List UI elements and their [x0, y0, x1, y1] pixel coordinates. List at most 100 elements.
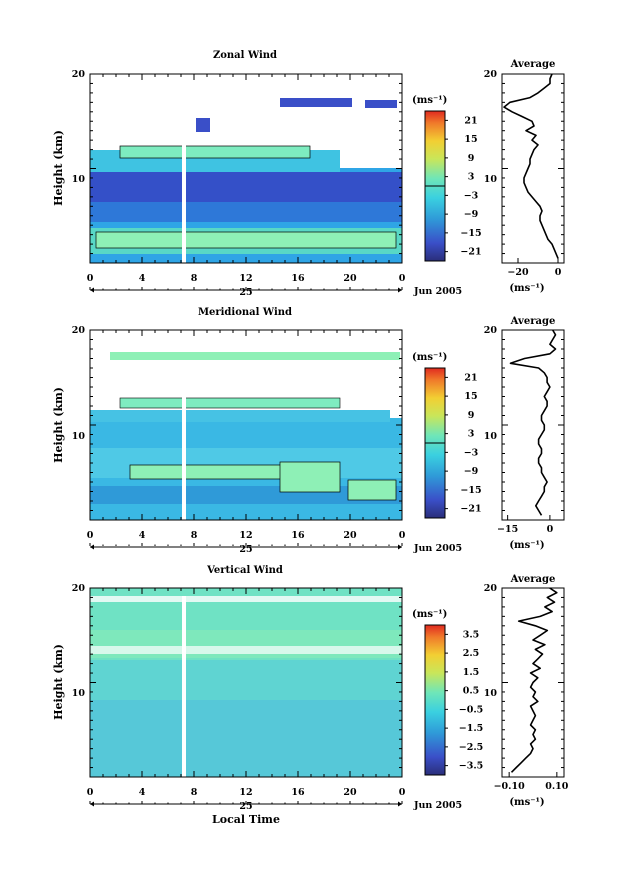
meridional-contour-right	[347, 479, 397, 501]
date-axis-arrow	[90, 287, 94, 293]
vertical-xtick-label: 4	[139, 787, 146, 798]
vertical-profile-title: Average	[510, 574, 556, 585]
meridional-colorbar-unit: (ms⁻¹)	[412, 352, 447, 363]
vertical-profile: Average 20 10 (ms⁻¹)	[484, 574, 565, 808]
zonal-colorbar-tick-label: 15	[464, 134, 477, 145]
vertical-colorbar-tick-label: −3.5	[459, 761, 484, 772]
zonal-colorbar: (ms⁻¹)	[412, 95, 447, 262]
vertical-profile-line	[510, 587, 558, 773]
zonal-date-label: Jun 2005	[413, 286, 462, 297]
vertical-xtick-label: 0	[399, 787, 406, 798]
vertical-band-near-surface	[90, 700, 402, 777]
meridional-colorbar-tick-label: 3	[468, 429, 475, 440]
zonal-colorbar-tick-label: −21	[460, 247, 481, 258]
zonal-data-gap	[182, 130, 186, 263]
vertical-xtick-label: 8	[191, 787, 198, 798]
meridional-xtick-label: 0	[87, 530, 94, 541]
meridional-ytick-label: 20	[72, 325, 86, 336]
zonal-colorbar-tick-label: −15	[460, 228, 481, 239]
zonal-day-label: 25	[239, 287, 252, 298]
meridional-colorbar-tick-label: −21	[460, 504, 481, 515]
meridional-colorbar: (ms⁻¹)	[412, 352, 447, 519]
meridional-date-label: Jun 2005	[413, 543, 462, 554]
vertical-day-label: 25	[239, 801, 252, 812]
generated-chart-marks: 21 15 9 3 −3 −9 −15 −21 −20 0 21 15 9 3 −3 −9 −15 −21 −15 0…	[89, 73, 569, 807]
panel-vertical-wind: Vertical Wind 20 10 Height (km) 0 4 8 12…	[52, 565, 565, 826]
vertical-colorbar-tick-label: −0.5	[459, 704, 484, 715]
meridional-upper-strip	[110, 352, 400, 360]
vertical-colorbar-tick-label: −1.5	[459, 723, 484, 734]
zonal-xtick-label: 12	[239, 273, 252, 284]
meridional-xtick-label: 16	[291, 530, 305, 541]
meridional-contour-upper	[119, 397, 341, 409]
zonal-colorbar-tick-label: 9	[468, 153, 475, 164]
vertical-data-gap	[182, 596, 186, 777]
vertical-xtick-label: 20	[343, 787, 357, 798]
vertical-y-label: Height (km)	[52, 644, 65, 720]
zonal-profile-ytick: 10	[484, 174, 498, 185]
meridional-profile-title: Average	[510, 316, 556, 327]
panel-zonal-wind: Zonal Wind 20 10 Height (km) 0 4 8 12	[52, 50, 565, 298]
vertical-profile-ytick: 20	[484, 583, 498, 594]
meridional-y-label: Height (km)	[52, 387, 65, 463]
meridional-colorbar-tick-label: −15	[460, 485, 481, 496]
date-axis-arrow	[90, 544, 94, 550]
vertical-gap-upper	[90, 596, 402, 602]
vertical-xtick-label: 12	[239, 787, 252, 798]
zonal-colorbar-unit: (ms⁻¹)	[412, 95, 447, 106]
zonal-patch-right	[365, 100, 397, 108]
vertical-profile-ytick: 10	[484, 688, 498, 699]
meridional-profile-xlabel: (ms⁻¹)	[509, 540, 544, 551]
zonal-profile-xtick-label: 0	[555, 267, 562, 278]
vertical-profile-xtick-label: 0.10	[545, 781, 569, 792]
vertical-profile-xtick-label: −0.10	[494, 781, 525, 792]
zonal-profile-xlabel: (ms⁻¹)	[509, 283, 544, 294]
zonal-patch-small	[196, 118, 210, 132]
vertical-heatmap	[90, 588, 402, 777]
vertical-ytick-label: 20	[72, 583, 86, 594]
zonal-xtick-label: 20	[343, 273, 357, 284]
zonal-profile-line	[503, 73, 559, 259]
date-axis-arrow	[398, 801, 402, 807]
meridional-profile-xtick-label: 0	[547, 524, 554, 535]
meridional-profile-frame	[501, 329, 565, 521]
meridional-colorbar-tick-label: −3	[464, 447, 479, 458]
vertical-gap-mid	[90, 646, 402, 654]
zonal-colorbar-tick-label: −9	[464, 209, 479, 220]
date-axis-arrow	[398, 287, 402, 293]
zonal-profile-title: Average	[510, 59, 556, 70]
vertical-colorbar-tick-label: 3.5	[463, 629, 480, 640]
meridional-colorbar-tick-label: 9	[468, 410, 475, 421]
meridional-profile-xtick-label: −15	[497, 524, 518, 535]
zonal-band-mid	[90, 200, 402, 222]
zonal-heatmap	[90, 98, 402, 263]
vertical-profile-xlabel: (ms⁻¹)	[509, 797, 544, 808]
zonal-colorbar-tick-label: 3	[468, 172, 475, 183]
meridional-xtick-label: 8	[191, 530, 198, 541]
zonal-xticks: 0 4 8 12 16 20 0	[87, 273, 406, 284]
meridional-colorbar-tick-label: 21	[464, 372, 477, 383]
panel-meridional-wind: Meridional Wind 20 10 Height (km) 0 4 8 …	[52, 307, 565, 555]
zonal-jet-band	[90, 172, 402, 202]
meridional-contour-mid	[279, 461, 341, 493]
zonal-profile-xtick-label: −20	[507, 267, 529, 278]
zonal-xtick-label: 16	[291, 273, 305, 284]
zonal-xtick-label: 8	[191, 273, 198, 284]
meridional-axes: 20 10 Height (km) 0 4 8 12 16 20 0 25 Ju…	[52, 325, 462, 555]
date-axis-arrow	[398, 544, 402, 550]
zonal-ytick-label: 20	[72, 69, 86, 80]
vertical-x-label: Local Time	[212, 813, 280, 826]
meridional-colorbar-tick-label: 15	[464, 391, 477, 402]
vertical-xtick-label: 0	[87, 787, 94, 798]
zonal-colorbar-tick-label: −3	[464, 190, 479, 201]
meridional-colorbar-tick-label: −9	[464, 466, 479, 477]
zonal-y-label: Height (km)	[52, 130, 65, 206]
meridional-profile-ytick: 10	[484, 431, 498, 442]
zonal-xtick-label: 0	[87, 273, 94, 284]
zonal-contour-upper	[119, 145, 311, 159]
zonal-ytick-label: 10	[72, 174, 86, 185]
zonal-profile-ytick: 20	[484, 69, 498, 80]
zonal-colorbar-tick-label: 21	[464, 115, 477, 126]
vertical-xtick-label: 16	[291, 787, 305, 798]
